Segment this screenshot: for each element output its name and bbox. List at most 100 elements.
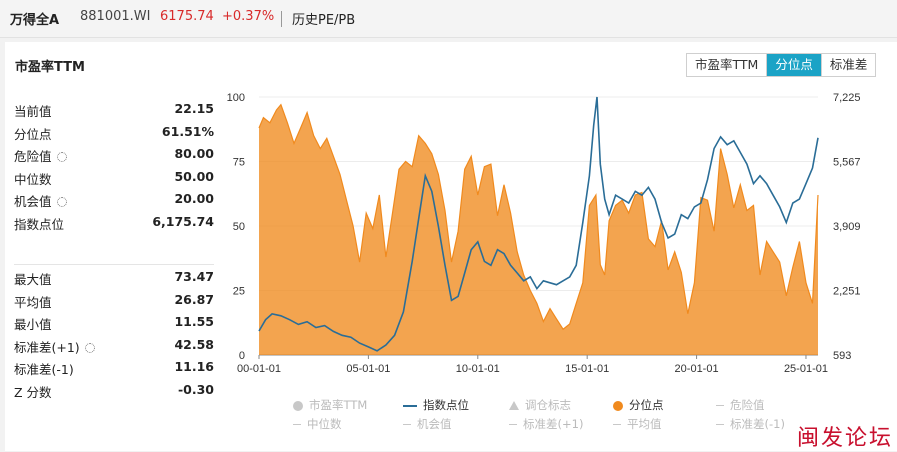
stat-row-index-level: 指数点位 6,175.74 [14,211,214,234]
legend-item[interactable]: 中位数 [293,416,342,432]
stat-label: 机会值 [14,194,52,210]
dash-icon [613,424,621,425]
stat-row-median: 中位数 50.00 [14,166,214,189]
stat-value: 61.51% [161,123,214,139]
left-axis-tick: 100 [227,92,245,104]
tab-percentile[interactable]: 分位点 [766,54,821,76]
right-axis-tick: 3,909 [833,221,861,233]
left-axis-tick: 0 [239,350,245,362]
percentile-line [258,103,819,331]
legend-label: 危险值 [730,398,765,412]
stats-current: 当前值 22.15 分位点 61.51% 危险值 80.00 中位数 50.00 机会值… [14,98,214,234]
stat-row-z-score: Z 分数 -0.30 [14,379,214,402]
stat-value: 42.58 [174,336,214,352]
x-axis-tick: 25-01-01 [784,363,828,375]
stat-value: 80.00 [174,146,214,162]
stat-value: 73.47 [174,269,214,284]
stat-value: 20.00 [174,191,214,207]
legend-item[interactable]: 分位点 [613,397,664,413]
index-code: 881001.WI [80,9,151,24]
stats-divider [14,264,214,265]
stat-row-percentile: 分位点 61.51% [14,121,214,144]
stat-label: 当前值 [14,104,52,119]
legend-label: 平均值 [627,417,662,431]
index-change: +0.37% [222,9,275,24]
circle-icon [613,400,623,411]
header-bar: 万得全A 881001.WI 6175.74 +0.37% 历史PE/PB [0,0,897,38]
x-axis-tick: 20-01-01 [675,363,719,375]
metric-tabs: 市盈率TTM 分位点 标准差 [686,53,877,77]
legend-label: 指数点位 [423,398,469,412]
stat-row-mean: 平均值 26.87 [14,289,214,312]
stat-row-min: 最小值 11.55 [14,311,214,334]
gear-icon[interactable] [56,197,67,208]
stat-row-danger: 危险值 80.00 [14,143,214,166]
percentile-area [259,104,818,355]
legend-item[interactable]: 危险值 [716,397,765,413]
stat-value: 50.00 [174,168,214,184]
stat-row-max: 最大值 73.47 [14,266,214,289]
dash-icon [716,424,724,425]
legend-label: 市盈率TTM [309,398,368,412]
legend-item[interactable]: 标准差(-1) [716,416,785,432]
stat-value: 6,175.74 [152,213,214,229]
tab-pe-ttm[interactable]: 市盈率TTM [687,54,767,76]
stat-label: 危险值 [14,149,52,165]
index-name: 万得全A [10,13,60,28]
stat-value: 26.87 [174,291,214,307]
stat-label: 标准差(+1) [14,339,80,355]
stat-value: 11.55 [174,314,214,330]
right-axis-tick: 593 [833,350,851,362]
tab-std-dev[interactable]: 标准差 [820,54,876,76]
header-divider [281,11,282,27]
legend-label: 标准差(-1) [730,417,785,431]
stat-row-opportunity: 机会值 20.00 [14,188,214,211]
stat-value: -0.30 [177,381,214,397]
stat-value: 22.15 [174,101,214,116]
history-pe-pb-link[interactable]: 历史PE/PB [292,13,356,28]
left-axis-tick: 75 [233,157,245,169]
legend-item[interactable]: 标准差(+1) [509,416,583,432]
right-axis-tick: 2,251 [833,286,861,298]
left-axis-tick: 50 [233,221,245,233]
gear-icon[interactable] [84,342,95,353]
legend-label: 调仓标志 [525,398,571,412]
left-axis-tick: 25 [233,286,245,298]
x-axis-tick: 00-01-01 [237,363,281,375]
valuation-chart[interactable]: 0 25 50 75 100 593 2,251 3,909 5,567 7,225 00-01-0… [220,86,870,381]
legend-item[interactable]: 平均值 [613,416,662,432]
dash-icon [293,424,301,425]
gear-icon[interactable] [56,152,67,163]
legend-label: 中位数 [307,417,342,431]
right-axis-tick: 7,225 [833,92,861,104]
dash-icon [403,424,411,425]
stat-row-current: 当前值 22.15 [14,98,214,121]
panel-title: 市盈率TTM [15,60,85,75]
legend-label: 分位点 [629,398,664,412]
stat-label: 标准差(-1) [14,362,74,378]
stat-label: 最大值 [14,272,52,287]
index-price: 6175.74 [160,9,214,24]
line-icon [403,404,417,407]
stat-label: 指数点位 [14,216,65,232]
stat-label: 中位数 [14,171,52,187]
stat-label: 最小值 [14,317,52,333]
stat-label: 平均值 [14,294,52,310]
stat-row-std-minus: 标准差(-1) 11.16 [14,356,214,379]
x-axis-tick: 15-01-01 [565,363,609,375]
triangle-icon [509,401,519,410]
watermark-text: 闽发论坛 [797,426,894,451]
legend-item[interactable]: 指数点位 [403,397,469,413]
legend-item[interactable]: 市盈率TTM [293,397,367,413]
legend-item[interactable]: 调仓标志 [509,397,571,413]
right-axis-tick: 5,567 [833,157,861,169]
stat-value: 11.16 [174,359,214,375]
dash-icon [509,424,517,425]
stats-summary: 最大值 73.47 平均值 26.87 最小值 11.55 标准差(+1) 42.58 … [14,266,214,402]
x-axis-tick: 05-01-01 [346,363,390,375]
stat-label: Z 分数 [14,384,52,400]
legend-item[interactable]: 机会值 [403,416,452,432]
legend-label: 机会值 [417,417,452,431]
stat-row-std-plus: 标准差(+1) 42.58 [14,334,214,357]
stat-label: 分位点 [14,126,52,142]
